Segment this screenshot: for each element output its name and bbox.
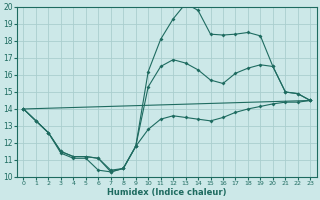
X-axis label: Humidex (Indice chaleur): Humidex (Indice chaleur) [107, 188, 227, 197]
